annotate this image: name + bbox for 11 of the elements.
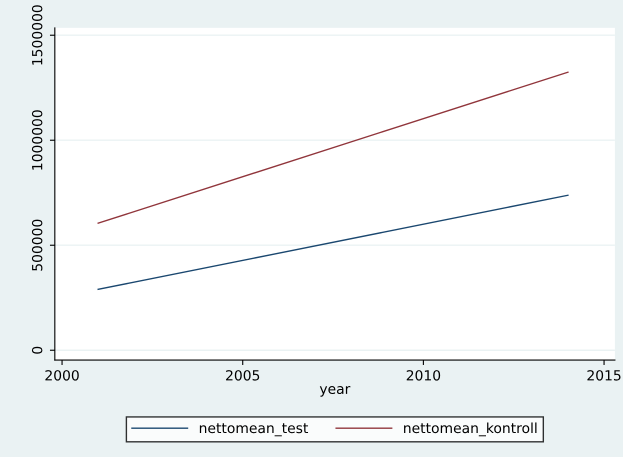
legend-label: nettomean_test xyxy=(200,423,308,436)
x-tick-label: 2000 xyxy=(45,370,79,381)
x-tick-label: 2005 xyxy=(226,370,260,381)
x-tick-label: 2015 xyxy=(587,370,621,381)
x-tick-label: 2010 xyxy=(406,370,440,381)
x-axis-title: year xyxy=(320,386,350,397)
y-tick-label: 500000 xyxy=(32,220,42,271)
y-tick-label: 1500000 xyxy=(32,5,42,65)
y-tick-label: 0 xyxy=(32,346,42,354)
legend-label: nettomean_kontroll xyxy=(404,422,536,436)
y-tick-label: 1000000 xyxy=(32,110,42,170)
